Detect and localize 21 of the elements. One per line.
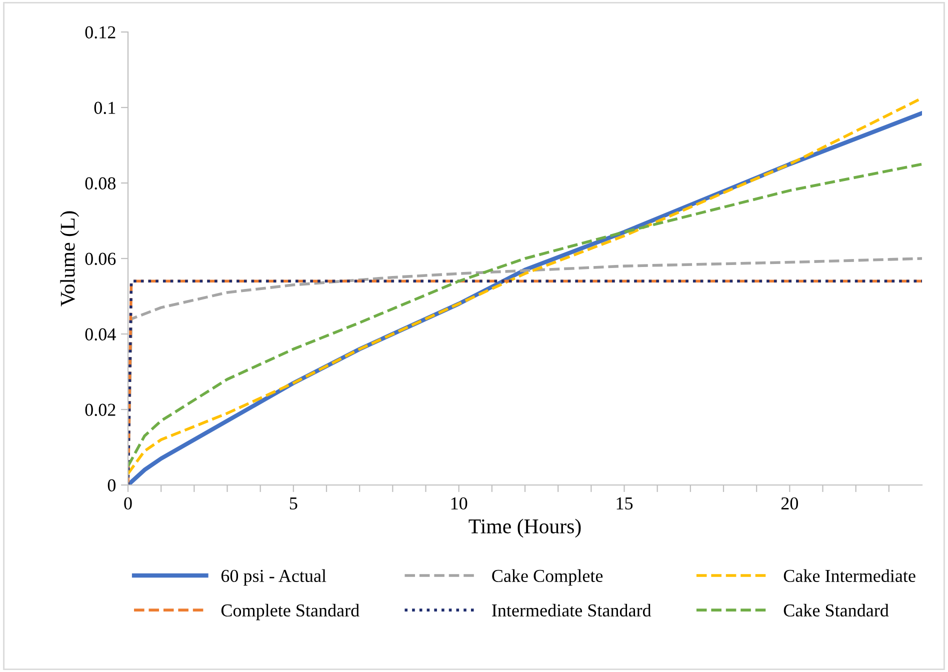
legend-label: Cake Intermediate (784, 569, 916, 582)
y-tick-label: 0.02 (85, 404, 116, 416)
line-series (128, 162, 922, 468)
y-tick-label: 0.08 (85, 177, 116, 190)
x-tick-label: 15 (616, 497, 633, 510)
x-axis-title: Time (Hours) (468, 518, 581, 538)
legend-label: Intermediate Standard (492, 604, 652, 617)
y-tick-label: 0.06 (85, 252, 116, 266)
x-tick-label: 0 (124, 497, 132, 510)
x-tick-label: 10 (451, 497, 468, 510)
y-tick-label: 0.12 (85, 26, 116, 39)
y-axis-title: Volume (L) (60, 211, 80, 306)
legend-label: Cake Standard (784, 604, 889, 617)
legend-label: 60 psi - Actual (221, 569, 326, 586)
y-tick-label: 0 (108, 479, 116, 492)
y-tick-label: 0.1 (94, 102, 116, 114)
x-tick-label: 20 (781, 497, 798, 510)
legend-label: Cake Complete (492, 569, 603, 586)
x-tick-label: 5 (290, 498, 298, 510)
legend-label: Complete Standard (221, 604, 360, 620)
y-tick-label: 0.04 (85, 328, 116, 341)
